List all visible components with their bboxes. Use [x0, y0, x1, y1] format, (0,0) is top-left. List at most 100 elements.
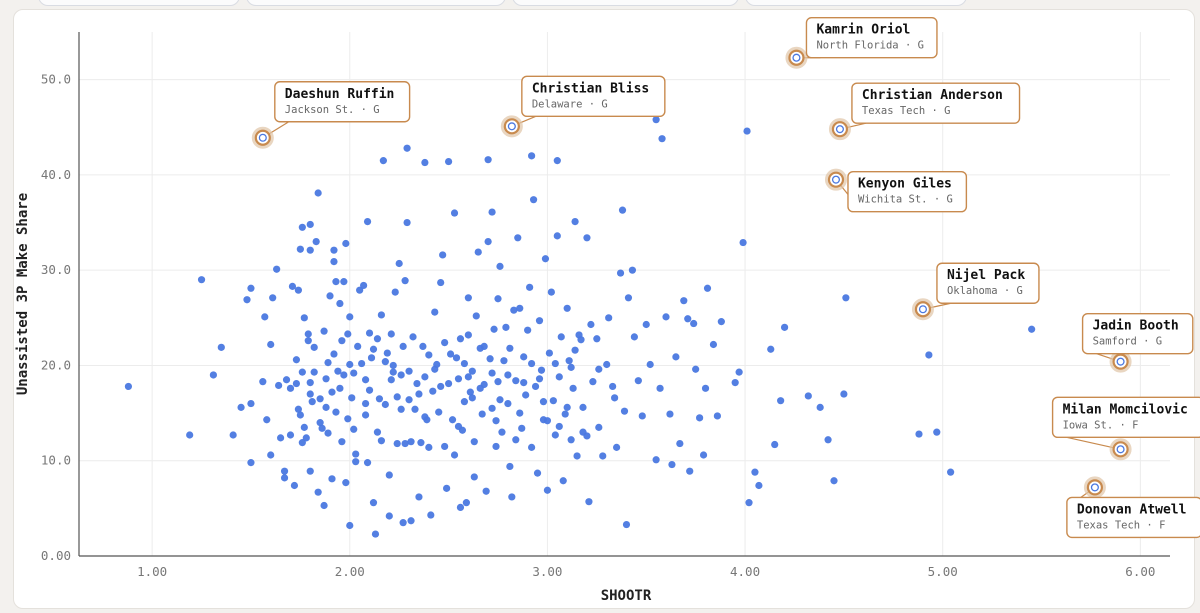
data-point [573, 452, 581, 460]
data-point [630, 333, 638, 341]
data-point [282, 376, 291, 384]
x-tick-label: 3.00 [532, 564, 562, 579]
annotation-box [847, 170, 968, 213]
annotation-halo [824, 168, 847, 191]
data-point [340, 278, 348, 286]
data-point [526, 283, 534, 291]
data-point [280, 467, 289, 475]
data-point [559, 477, 567, 485]
data-point [504, 399, 512, 408]
data-point [401, 277, 409, 285]
data-point [676, 439, 684, 448]
data-point [365, 329, 374, 337]
data-point [771, 440, 779, 449]
annotation-box [936, 262, 1040, 304]
data-point [324, 429, 332, 437]
data-point [338, 337, 346, 345]
data-point [565, 357, 573, 365]
data-point [229, 431, 237, 439]
annotation-player-name: Kamrin Oriol [816, 23, 910, 38]
data-point [696, 414, 704, 422]
data-point [304, 337, 312, 345]
data-point [405, 367, 413, 375]
data-point [413, 379, 421, 388]
data-point [403, 218, 411, 227]
data-point [375, 395, 384, 403]
data-point [611, 394, 619, 402]
data-point [500, 357, 508, 365]
data-point [393, 439, 401, 448]
data-point [474, 248, 482, 256]
annotation-halo [828, 118, 851, 141]
data-point [273, 265, 281, 273]
data-point [336, 384, 344, 392]
data-point [306, 379, 314, 387]
data-point [217, 343, 225, 351]
data-point [247, 284, 255, 292]
data-point [450, 451, 459, 459]
data-point [533, 469, 542, 477]
data-point [656, 384, 664, 392]
data-point [452, 354, 461, 362]
data-point [405, 396, 413, 404]
data-point [547, 288, 555, 296]
annotation-team-position: Oklahoma · G [947, 285, 1023, 297]
annotation-box [1051, 396, 1200, 438]
data-point [318, 424, 326, 432]
data-point [494, 295, 502, 303]
data-point [247, 459, 255, 467]
data-point [306, 390, 314, 398]
data-point [276, 434, 285, 442]
data-point [668, 460, 676, 469]
annotation-point [258, 133, 267, 142]
data-point [646, 360, 654, 369]
data-point [393, 393, 401, 401]
data-point [415, 493, 423, 501]
data-point [330, 350, 338, 358]
data-point [743, 127, 751, 135]
data-point [369, 499, 378, 507]
annotation: Milan Momcilovic Iowa St. · F [1051, 396, 1200, 461]
annotation-point [792, 53, 801, 62]
data-point [506, 344, 514, 352]
data-point [417, 439, 425, 447]
y-axis-title: Unassisted 3P Make Share [15, 193, 31, 395]
data-point [555, 373, 563, 381]
data-point [476, 384, 484, 392]
data-point [468, 394, 476, 402]
data-point [524, 326, 532, 334]
annotation: Nijel Pack Oklahoma · G [911, 262, 1040, 321]
data-point [593, 335, 601, 343]
data-point [336, 299, 344, 308]
data-point [443, 484, 451, 492]
annotation-player-name: Christian Bliss [532, 81, 649, 96]
data-point [316, 419, 324, 427]
data-point [306, 246, 314, 254]
data-point [638, 412, 646, 420]
data-point [496, 396, 504, 404]
data-point [209, 371, 217, 379]
data-point [531, 382, 540, 391]
annotation: Christian Anderson Texas Tech · G [828, 82, 1021, 141]
annotation-point [1116, 357, 1125, 366]
data-point [553, 157, 561, 165]
data-point [512, 377, 520, 385]
data-point [488, 208, 496, 216]
data-point [294, 286, 302, 294]
data-point [739, 238, 747, 247]
data-point [363, 217, 372, 226]
data-point [322, 403, 330, 411]
data-point [634, 377, 642, 385]
data-point [437, 382, 445, 391]
data-point [425, 443, 433, 451]
annotation-player-name: Milan Momcilovic [1063, 402, 1188, 417]
data-point [411, 405, 419, 413]
data-point [520, 353, 528, 361]
data-point [342, 239, 350, 248]
data-point [361, 376, 370, 384]
data-point [383, 349, 391, 357]
data-point [605, 314, 613, 322]
data-point [361, 411, 370, 419]
annotation-halo [251, 126, 274, 149]
data-point [686, 467, 694, 475]
